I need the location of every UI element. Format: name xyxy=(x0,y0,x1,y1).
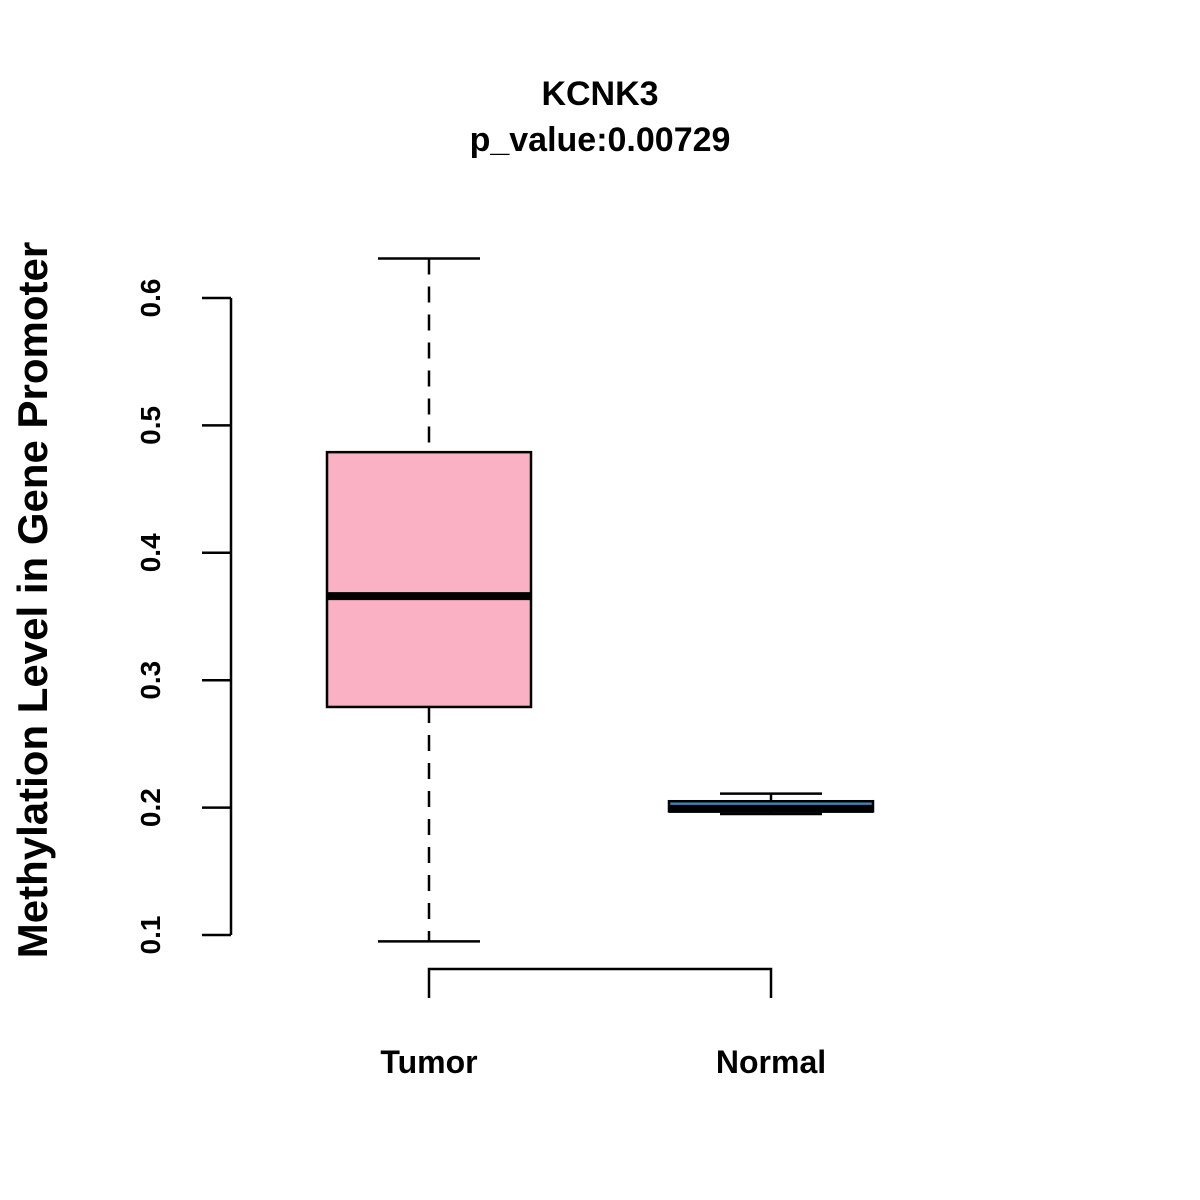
y-tick-label: 0.3 xyxy=(135,661,166,700)
y-axis: 0.1 0.2 0.3 0.4 0.5 0.6 xyxy=(135,279,233,955)
comparison-bracket xyxy=(427,967,773,998)
box-iqr xyxy=(325,450,533,709)
x-axis-labels: Tumor Normal xyxy=(380,1044,826,1080)
x-label-tumor: Tumor xyxy=(380,1044,477,1080)
y-tick-label: 0.5 xyxy=(135,406,166,445)
y-axis-label: Methylation Level in Gene Promoter xyxy=(9,242,56,958)
y-tick-label: 0.4 xyxy=(135,533,166,572)
bracket-line xyxy=(427,967,773,998)
boxes xyxy=(325,257,875,943)
chart-subtitle: p_value:0.00729 xyxy=(470,121,731,159)
y-tick-label: 0.2 xyxy=(135,788,166,827)
y-tick-label: 0.6 xyxy=(135,279,166,318)
box-normal xyxy=(667,792,875,816)
x-label-normal: Normal xyxy=(716,1044,826,1080)
chart-title: KCNK3 xyxy=(541,75,658,113)
box-tumor xyxy=(325,257,533,943)
y-tick-label: 0.1 xyxy=(135,916,166,955)
